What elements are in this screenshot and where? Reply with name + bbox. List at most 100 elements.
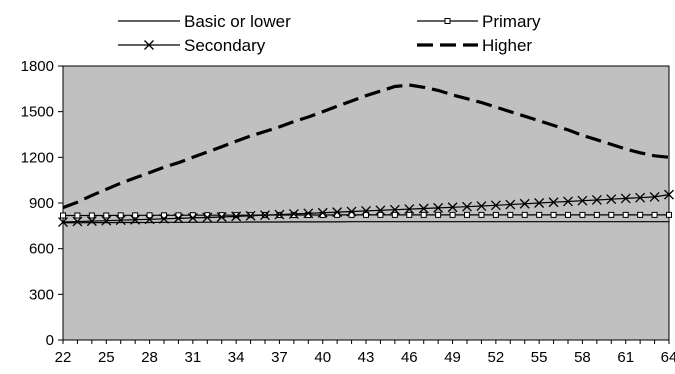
legend-item-primary: Primary [417,12,541,31]
data-point-primary [74,212,81,219]
data-point-secondary [418,203,429,214]
data-point-secondary [591,194,602,205]
data-point-primary [507,211,514,218]
data-point-secondary [476,201,487,212]
legend-item-basic-or-lower: Basic or lower [118,12,291,31]
data-point-primary [593,211,600,218]
data-point-secondary [303,208,314,219]
data-point-secondary [664,189,674,200]
data-point-primary [233,212,240,219]
x-tick-label: 61 [617,349,634,366]
data-point-secondary [606,194,617,205]
legend-label: Secondary [184,36,266,55]
data-point-secondary [519,198,530,209]
data-point-primary [622,211,629,218]
data-point-secondary [86,216,97,227]
series-line-basic-or-lower [63,221,669,224]
x-tick-label: 43 [358,349,375,366]
x-tick-label: 49 [444,349,461,366]
data-point-primary [478,211,485,218]
data-point-secondary [361,205,371,216]
y-tick-label: 600 [29,241,54,258]
x-tick-label: 64 [661,349,675,366]
data-point-secondary [404,204,415,215]
data-point-secondary [375,205,386,216]
data-point-secondary [216,212,227,222]
data-point-secondary [563,196,573,207]
data-point-primary [146,212,153,219]
legend-label: Primary [482,12,541,31]
data-point-secondary [144,214,155,225]
series-secondary [58,189,674,227]
data-point-primary [637,211,644,218]
series-basic-or-lower [63,221,669,224]
x-tick-label: 22 [55,349,72,366]
data-point-secondary [58,217,68,227]
data-point-primary [132,212,139,219]
legend-marker [144,40,154,50]
data-point-primary [363,211,369,218]
axes: 0 300 600 900 1200 1500 1800 22 25 28 31 34 37 40 43 46… [21,58,675,366]
data-point-secondary [332,207,343,218]
series-line-higher [62,83,670,210]
data-point-primary [608,211,615,218]
data-point-primary [464,211,470,218]
data-point-primary [579,211,586,218]
legend-item-higher: Higher [417,36,532,55]
x-tick-label: 28 [141,349,158,366]
data-point-primary [391,211,398,218]
data-point-secondary [649,191,660,202]
series-layer [58,83,674,227]
data-point-secondary [317,207,328,218]
data-point-secondary [389,204,400,215]
data-point-secondary [187,212,198,223]
data-point-primary [550,211,557,218]
x-tick-label: 34 [228,349,245,366]
series-higher [62,83,670,210]
data-point-secondary [534,198,545,208]
data-point-secondary [159,213,169,224]
plot-area [62,65,670,341]
data-point-primary [449,211,456,218]
data-point-primary [117,212,124,219]
y-tick-label: 1800 [21,58,54,75]
data-point-primary [88,212,95,219]
data-point-secondary [346,206,357,217]
legend-item-secondary: Secondary [118,36,266,55]
legend-marker [444,18,451,24]
data-point-secondary [548,197,559,208]
data-point-primary [420,211,427,218]
data-point-secondary [490,200,501,211]
y-tick-label: 300 [29,286,54,303]
x-tick-label: 25 [98,349,115,366]
x-tick-label: 58 [574,349,591,366]
data-point-primary [565,211,571,218]
data-point-secondary [245,210,256,221]
data-point-secondary [274,209,285,220]
legend: Basic or lower Primary Secondary Higher [118,12,541,55]
y-tick-label: 900 [29,195,54,212]
data-point-secondary [115,215,126,226]
data-point-secondary [447,202,458,213]
x-tick-label: 46 [401,349,418,366]
data-point-secondary [288,209,299,219]
data-point-secondary [620,193,631,204]
data-point-secondary [130,214,141,225]
data-point-primary [60,212,66,219]
data-point-secondary [635,192,646,203]
data-point-primary [521,211,528,218]
legend-label: Higher [482,36,532,55]
data-point-primary [435,211,442,218]
data-point-primary [290,212,297,219]
data-point-secondary [173,213,184,224]
legend-label: Basic or lower [184,12,291,31]
data-point-secondary [260,210,270,221]
data-point-secondary [505,199,516,210]
data-point-primary [103,212,110,219]
x-tick-label: 55 [531,349,548,366]
data-point-primary [406,211,413,218]
x-tick-label: 40 [314,349,331,366]
y-tick-label: 1500 [21,104,54,121]
data-point-primary [161,212,167,219]
